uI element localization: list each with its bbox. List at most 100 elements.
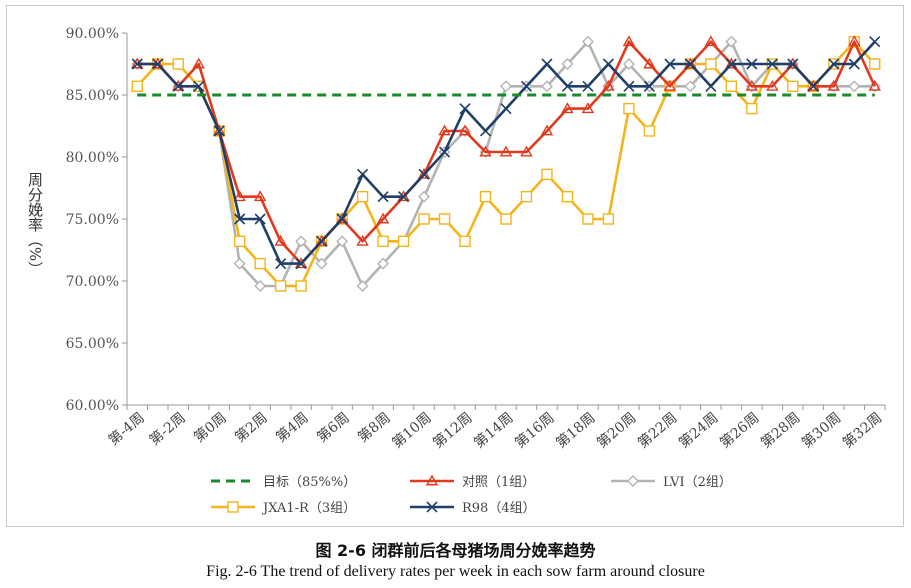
data-point-square bbox=[172, 58, 184, 70]
data-point-x bbox=[602, 58, 614, 70]
data-point-x bbox=[479, 125, 492, 137]
data-point-x bbox=[828, 58, 840, 70]
data-point-square bbox=[356, 190, 369, 203]
data-point-x bbox=[357, 168, 369, 180]
legend-item-1: 对照（1组） bbox=[410, 474, 535, 490]
data-point-triangle bbox=[499, 145, 513, 157]
series-line bbox=[136, 40, 876, 288]
data-point-x bbox=[275, 258, 287, 270]
x-tick-label: 第28周 bbox=[757, 409, 803, 451]
data-point-square bbox=[500, 213, 512, 225]
data-point-x bbox=[541, 58, 553, 70]
data-point-x bbox=[807, 80, 819, 92]
data-point-diamond bbox=[336, 235, 349, 248]
x-tick-label: 第10周 bbox=[389, 409, 435, 451]
data-point-triangle bbox=[561, 102, 574, 114]
data-point-square bbox=[787, 80, 799, 93]
data-point-triangle bbox=[704, 35, 718, 47]
data-point-square bbox=[643, 125, 656, 137]
data-point-square bbox=[377, 235, 389, 248]
legend-label: 目标（85%%） bbox=[263, 475, 356, 490]
y-tick-label: 75.00% bbox=[66, 212, 119, 228]
x-tick-label: 第22周 bbox=[634, 409, 680, 451]
data-point-x bbox=[684, 58, 696, 70]
data-point-x bbox=[725, 58, 737, 70]
data-point-triangle bbox=[356, 234, 369, 246]
data-point-triangle bbox=[335, 212, 349, 224]
data-point-x bbox=[193, 80, 205, 92]
data-point-diamond bbox=[254, 279, 267, 292]
data-point-diamond bbox=[377, 257, 390, 270]
data-point-square bbox=[869, 58, 881, 70]
legend-label: JXA1-R（3组） bbox=[261, 501, 356, 516]
data-point-x bbox=[664, 58, 676, 70]
data-point-x bbox=[561, 80, 574, 92]
data-point-square bbox=[233, 235, 246, 248]
figure-caption-en: Fig. 2-6 The trend of delivery rates per… bbox=[206, 563, 705, 580]
data-point-square bbox=[602, 213, 615, 225]
data-point-square bbox=[227, 501, 239, 513]
data-point-diamond bbox=[315, 257, 328, 270]
data-point-x bbox=[705, 80, 717, 92]
y-tick-label: 80.00% bbox=[66, 150, 119, 166]
data-point-triangle bbox=[868, 79, 881, 91]
data-point-triangle bbox=[479, 145, 492, 157]
data-point-x bbox=[459, 103, 471, 115]
y-axis-title-group: 周分娩率（%） bbox=[26, 172, 44, 276]
data-point-x bbox=[336, 213, 348, 225]
legend-item-3: JXA1-R（3组） bbox=[211, 501, 356, 516]
data-point-square bbox=[582, 213, 594, 225]
data-point-diamond bbox=[848, 80, 861, 93]
y-axis-title: 周分娩率（%） bbox=[26, 172, 44, 276]
data-point-triangle bbox=[274, 234, 287, 246]
data-point-triangle bbox=[745, 79, 759, 91]
data-point-square bbox=[295, 280, 307, 292]
legend: 目标（85%%） 对照（1组） LVI（2组） JXA1-R（3组） R98（4组） bbox=[211, 474, 732, 516]
line-chart: 周分娩率（%） 60.00% 65.00% 70.00% 75.00% 80.00% 85… bbox=[26, 26, 886, 516]
data-point-triangle bbox=[233, 190, 246, 202]
data-point-triangle bbox=[540, 124, 554, 136]
data-point-square bbox=[705, 58, 717, 70]
data-point-x bbox=[869, 36, 881, 48]
legend-label: R98（4组） bbox=[462, 501, 536, 516]
x-tick-label: 第26周 bbox=[716, 409, 762, 451]
data-point-diamond bbox=[627, 475, 639, 487]
data-point-square bbox=[397, 235, 410, 248]
data-point-x bbox=[787, 58, 799, 70]
data-point-x bbox=[582, 80, 594, 92]
data-point-square bbox=[520, 190, 533, 203]
data-point-triangle bbox=[581, 102, 595, 114]
x-tick-label: 第32周 bbox=[839, 409, 885, 451]
data-point-diamond bbox=[622, 58, 635, 70]
data-point-triangle bbox=[643, 57, 656, 69]
legend-label: 对照（1组） bbox=[462, 475, 535, 490]
series-4 bbox=[131, 36, 881, 270]
data-point-diamond bbox=[295, 235, 308, 248]
data-point-triangle bbox=[827, 79, 840, 91]
data-point-diamond bbox=[581, 35, 594, 48]
x-tick-label: 第-2周 bbox=[146, 409, 189, 449]
series-layer bbox=[131, 35, 881, 292]
data-point-x bbox=[152, 58, 164, 70]
data-point-triangle bbox=[458, 124, 472, 136]
chart-frame: 周分娩率（%） 60.00% 65.00% 70.00% 75.00% 80.00% 85… bbox=[6, 5, 904, 527]
x-tick-label: 第16周 bbox=[512, 409, 558, 451]
x-tick-label: 第24周 bbox=[675, 409, 721, 451]
legend-label: LVI（2组） bbox=[663, 475, 732, 490]
data-point-square bbox=[541, 168, 553, 181]
data-point-x bbox=[398, 191, 410, 203]
legend-item-2: LVI（2组） bbox=[611, 475, 732, 490]
data-point-triangle bbox=[848, 35, 861, 47]
data-point-x bbox=[213, 125, 225, 137]
data-point-x bbox=[131, 58, 143, 70]
data-point-triangle bbox=[315, 234, 328, 246]
series-line bbox=[137, 40, 876, 265]
y-tick-label: 85.00% bbox=[66, 88, 119, 104]
data-point-x bbox=[766, 58, 778, 70]
data-point-x bbox=[172, 80, 184, 92]
data-point-square bbox=[459, 235, 471, 248]
y-tick-label: 60.00% bbox=[66, 398, 119, 414]
x-tick-label: 第2周 bbox=[232, 409, 271, 446]
x-tick-label: 第20周 bbox=[593, 409, 639, 451]
legend-item-0: 目标（85%%） bbox=[211, 475, 356, 490]
